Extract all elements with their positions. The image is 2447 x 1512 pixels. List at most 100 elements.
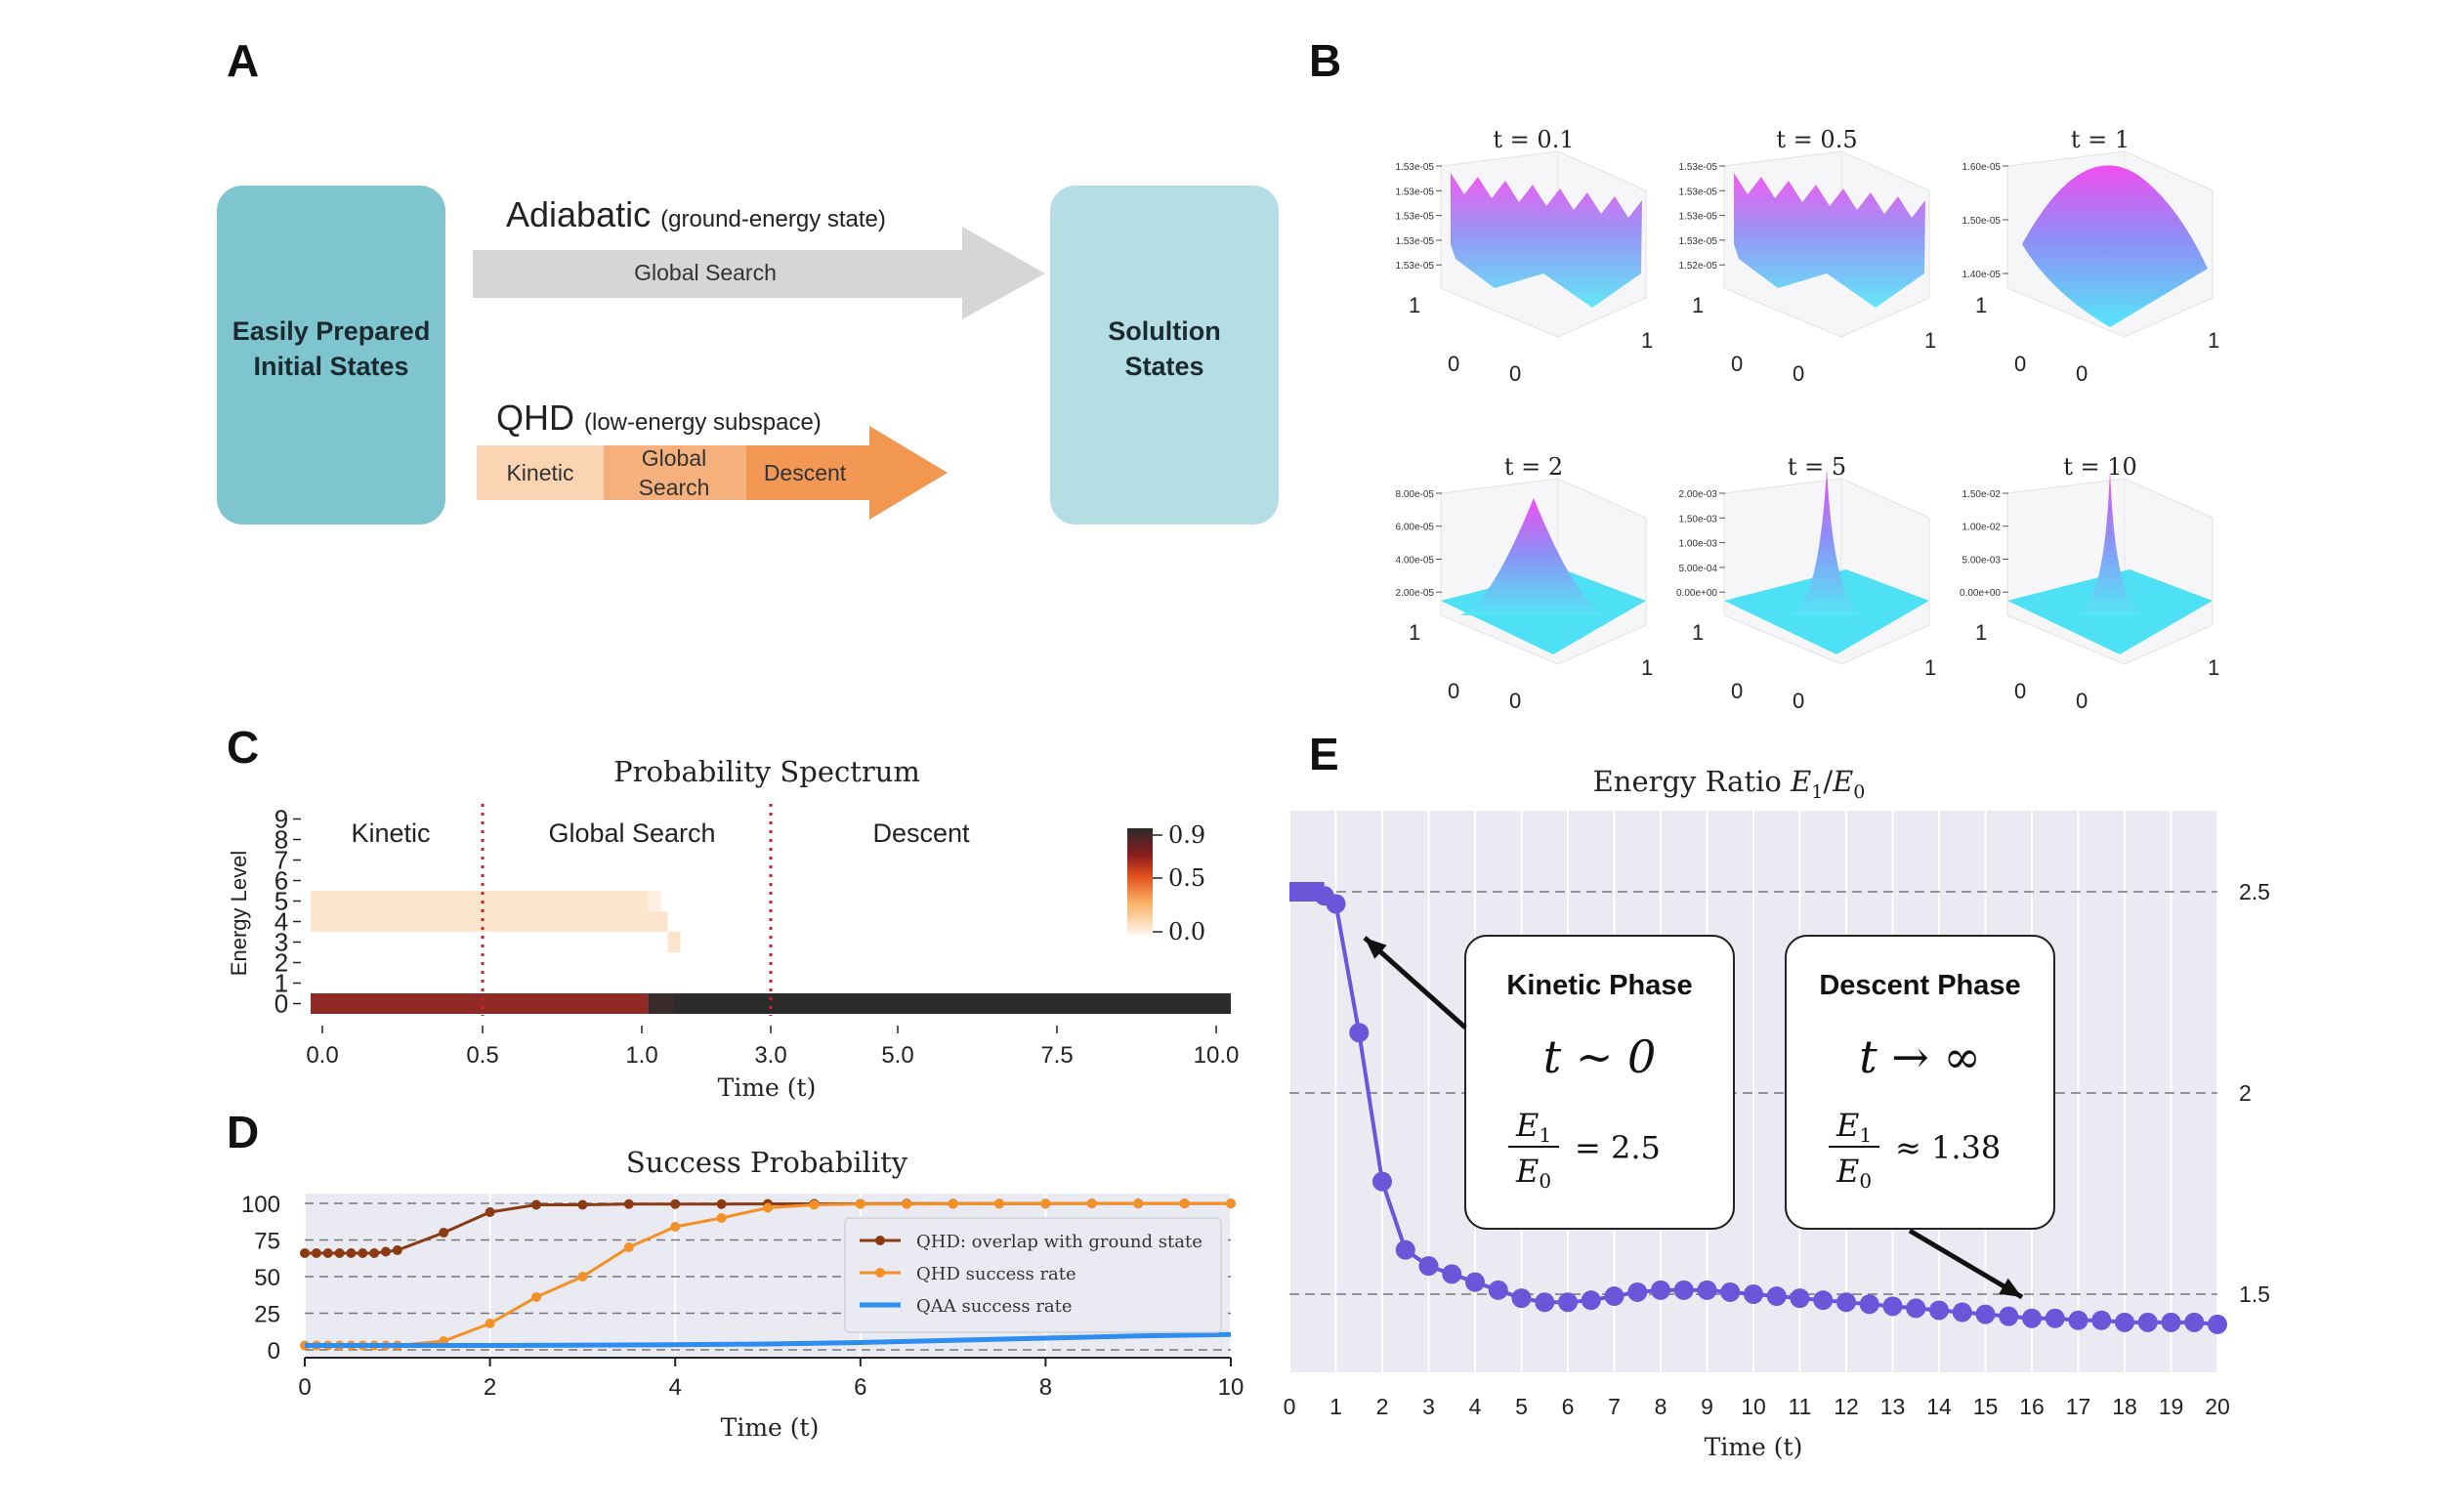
energy-point bbox=[1929, 1300, 1949, 1321]
heatmap-y-tick: 3 bbox=[274, 928, 288, 957]
success-point bbox=[369, 1340, 380, 1351]
surface-z-tick: 1.60e-05 bbox=[1962, 162, 2002, 173]
callout-expression: t ∼ 0 bbox=[1543, 1030, 1657, 1083]
energy-point bbox=[1906, 1298, 1926, 1319]
energy-point bbox=[2068, 1310, 2088, 1330]
panel-letter-a: A bbox=[227, 35, 260, 86]
success-point bbox=[902, 1198, 912, 1209]
surface-box-back bbox=[2006, 150, 2214, 338]
surface-axis-label: 0 bbox=[2014, 679, 2026, 703]
colorbar bbox=[1127, 828, 1153, 936]
success-x-tick: 8 bbox=[1039, 1374, 1052, 1401]
surface-z-tick: 1.53e-05 bbox=[1396, 162, 1435, 173]
surface-peak bbox=[2076, 469, 2144, 615]
energy-point bbox=[1882, 1296, 1903, 1317]
adiabatic-title: Adiabatic (ground-energy state) bbox=[506, 194, 886, 234]
energy-series-line bbox=[1289, 890, 2218, 1326]
energy-point bbox=[1418, 1256, 1439, 1277]
success-point bbox=[311, 1248, 321, 1258]
surface-box-back bbox=[1440, 478, 1647, 665]
success-point bbox=[1133, 1198, 1144, 1209]
surface-z-tick: 1.50e-05 bbox=[1962, 216, 2002, 227]
energy-plot-area bbox=[1289, 811, 2217, 1372]
surface-z-tick: 0.00e+00 bbox=[1960, 588, 2001, 599]
success-point bbox=[346, 1248, 357, 1258]
success-point bbox=[623, 1242, 634, 1252]
surface-axis-label: 1 bbox=[1409, 293, 1420, 317]
success-y-tick: 25 bbox=[254, 1302, 280, 1328]
initial-states-label: Easily Prepared Initial States bbox=[232, 316, 431, 381]
surface-base bbox=[1441, 569, 1646, 654]
heatmap-cell bbox=[311, 993, 649, 1014]
heatmap-y-tick: 5 bbox=[274, 887, 288, 916]
heatmap-cell bbox=[311, 911, 668, 932]
success-point bbox=[855, 1198, 865, 1209]
energy-initial-plateau bbox=[1289, 882, 1325, 902]
energy-x-tick: 10 bbox=[1741, 1394, 1766, 1419]
surface-axis-label: 1 bbox=[1924, 655, 1936, 680]
heatmap-x-tick: 5.0 bbox=[881, 1042, 913, 1069]
success-point bbox=[1179, 1198, 1190, 1209]
surface-axis-label: 1 bbox=[1924, 328, 1936, 353]
heatmap-x-tick: 0.0 bbox=[306, 1042, 338, 1069]
energy-point bbox=[2161, 1312, 2181, 1332]
callout-arrow bbox=[1363, 936, 1467, 1029]
callout-arrow bbox=[1908, 1228, 2024, 1300]
energy-point bbox=[1372, 1171, 1392, 1192]
heatmap-cell bbox=[648, 993, 674, 1014]
success-point bbox=[855, 1198, 865, 1209]
surface-axis-label: 1 bbox=[1409, 620, 1420, 645]
surface-axis-label: 1 bbox=[1641, 655, 1653, 680]
legend-swatch-marker bbox=[875, 1268, 885, 1278]
initial-states-box bbox=[217, 186, 445, 525]
energy-x-tick: 20 bbox=[2205, 1394, 2230, 1419]
surface-axis-label: 0 bbox=[1509, 361, 1521, 386]
energy-point bbox=[1558, 1292, 1578, 1313]
surface-axis-label: 0 bbox=[1448, 352, 1459, 376]
surface-subplot: t = 10 1.50e-02 1.00e-02 5.00e-03 0.00e+00 1 0… bbox=[1960, 453, 2219, 713]
surface-z-tick: 5.00e-04 bbox=[1679, 564, 1718, 574]
energy-x-tick: 8 bbox=[1655, 1394, 1667, 1419]
qhd-kinetic-label: Kinetic bbox=[506, 460, 573, 485]
energy-point bbox=[1442, 1264, 1462, 1284]
success-point bbox=[358, 1340, 368, 1351]
callout-fraction-num: E1 bbox=[1835, 1107, 1872, 1147]
energy-point bbox=[1326, 894, 1346, 914]
surface-z-tick: 1.50e-02 bbox=[1962, 489, 2002, 500]
energy-x-tick: 0 bbox=[1284, 1394, 1296, 1419]
success-point bbox=[948, 1198, 958, 1209]
energy-point bbox=[1999, 1306, 2019, 1326]
panel-letter-b: B bbox=[1309, 35, 1342, 86]
success-x-tick: 2 bbox=[484, 1374, 496, 1401]
surface-base bbox=[1724, 569, 1929, 654]
success-point bbox=[1086, 1198, 1097, 1209]
colorbar-tick: 0.0 bbox=[1168, 918, 1205, 945]
success-point bbox=[322, 1340, 333, 1351]
legend-label: QHD success rate bbox=[916, 1264, 1076, 1284]
success-point bbox=[1179, 1198, 1190, 1209]
energy-point bbox=[1975, 1304, 1996, 1324]
success-point bbox=[300, 1248, 310, 1258]
surface-z-tick: 1.53e-05 bbox=[1679, 187, 1718, 197]
heatmap-y-axis-label: Energy Level bbox=[227, 851, 251, 976]
heatmap-x-tick: 10.0 bbox=[1194, 1042, 1240, 1069]
callout-ratio: ≈ 1.38 bbox=[1895, 1129, 2001, 1166]
legend-label: QHD: overlap with ground state bbox=[916, 1232, 1202, 1252]
energy-point bbox=[2184, 1312, 2205, 1332]
success-point bbox=[1040, 1198, 1051, 1209]
surface-axis-label: 0 bbox=[2076, 689, 2088, 713]
energy-x-tick: 6 bbox=[1562, 1394, 1575, 1419]
qhd-global-search-label: Global Search bbox=[639, 445, 710, 500]
success-point bbox=[392, 1245, 402, 1255]
heatmap-x-axis-label: Time (t) bbox=[718, 1073, 817, 1102]
heatmap-y-tick: 0 bbox=[274, 989, 288, 1019]
energy-x-tick: 5 bbox=[1515, 1394, 1528, 1419]
surface-subplot: t = 2 8.00e-05 6.00e-05 4.00e-05 2.00e-05 1 0 0… bbox=[1396, 453, 1654, 713]
success-series-line bbox=[305, 1201, 1231, 1347]
success-x-tick: 0 bbox=[298, 1374, 311, 1401]
energy-point bbox=[1488, 1280, 1508, 1300]
surface-axis-label: 1 bbox=[1975, 620, 1987, 645]
energy-x-axis-label: Time (t) bbox=[1705, 1433, 1803, 1461]
success-point bbox=[716, 1198, 727, 1209]
energy-point bbox=[2045, 1308, 2065, 1328]
